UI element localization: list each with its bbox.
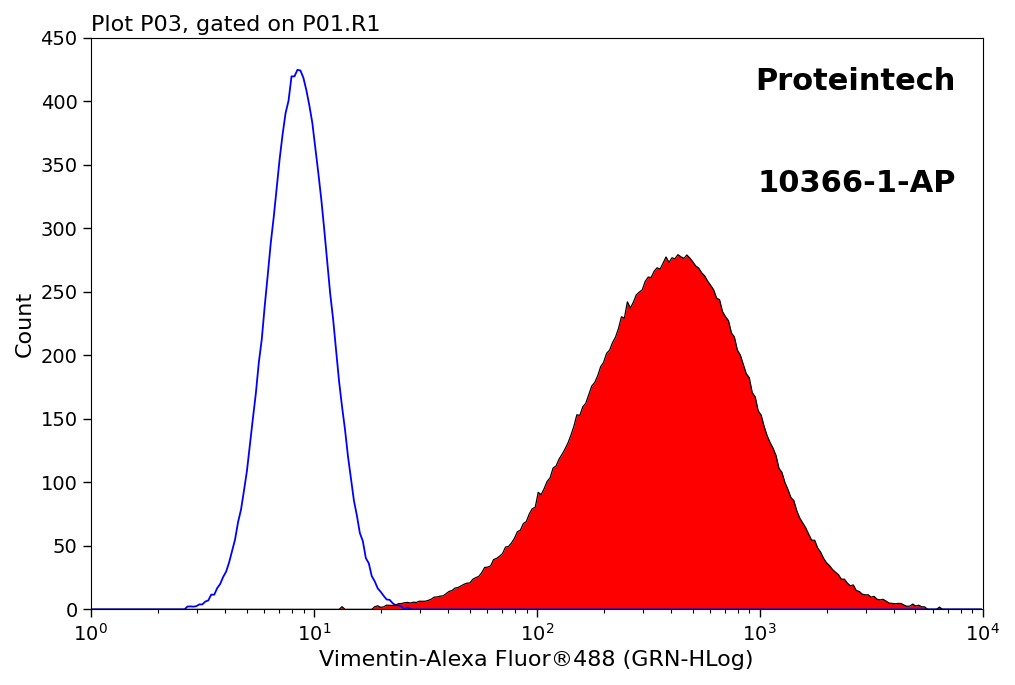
Y-axis label: Count: Count xyxy=(15,290,35,357)
Text: Plot P03, gated on P01.R1: Plot P03, gated on P01.R1 xyxy=(91,15,381,35)
Text: 10366-1-AP: 10366-1-AP xyxy=(757,169,956,199)
Text: Proteintech: Proteintech xyxy=(755,66,956,95)
X-axis label: Vimentin-Alexa Fluor®488 (GRN-HLog): Vimentin-Alexa Fluor®488 (GRN-HLog) xyxy=(320,650,754,670)
